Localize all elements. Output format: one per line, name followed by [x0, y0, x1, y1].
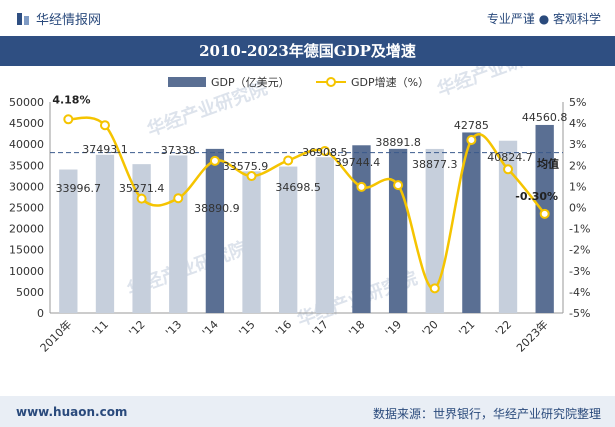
- right-tick-label: -2%: [569, 244, 590, 257]
- left-tick-label: 35000: [9, 159, 44, 172]
- x-tick-label: '18: [346, 318, 367, 339]
- x-tick-label: '21: [456, 318, 477, 339]
- bar-value-label: 33996.7: [56, 182, 102, 195]
- left-tick-label: 10000: [9, 265, 44, 278]
- x-tick-label: 2010年: [37, 317, 74, 354]
- x-tick-label: '20: [420, 318, 441, 339]
- growth-point: [503, 164, 514, 175]
- bar: [535, 124, 554, 313]
- growth-point: [539, 208, 550, 219]
- brand[interactable]: 华经情报网: [16, 9, 101, 28]
- growth-point: [63, 114, 74, 125]
- x-tick-label: '22: [493, 318, 514, 339]
- x-tick-label: '11: [90, 318, 111, 339]
- left-tick-label: 0: [37, 307, 44, 320]
- right-tick-label: -1%: [569, 223, 590, 236]
- x-tick-label: 2023年: [513, 317, 550, 354]
- growth-point: [283, 155, 294, 166]
- brand-logo-icon: [17, 12, 29, 25]
- bar-value-label: 38890.9: [194, 202, 240, 215]
- bar-value-label: 37338: [161, 144, 196, 157]
- growth-point: [99, 120, 110, 131]
- right-tick-label: 0%: [569, 202, 586, 215]
- chart-area: 华经产业研究院华经产业研究院华经产业研究院华经产业研究院GDP（亿美元）GDP增…: [9, 66, 590, 355]
- left-tick-label: 40000: [9, 138, 44, 151]
- x-tick-label: '14: [200, 318, 221, 339]
- bar-value-label: 35271.4: [119, 182, 165, 195]
- bar: [388, 148, 408, 313]
- legend-label-growth: GDP增速（%）: [351, 75, 429, 89]
- bar: [352, 145, 371, 313]
- right-tick-label: 4%: [569, 117, 586, 130]
- x-tick-label: '13: [163, 318, 184, 339]
- growth-value-label: 4.18%: [52, 93, 90, 106]
- growth-point: [136, 193, 147, 204]
- bar-value-label: 39744.4: [335, 156, 381, 169]
- growth-point: [356, 181, 367, 192]
- bar-value-label: 44560.8: [522, 111, 568, 124]
- growth-point: [429, 283, 440, 294]
- bar: [169, 155, 188, 313]
- watermark-text: 华经产业研究院: [434, 66, 560, 101]
- bar-value-label: 36908.5: [302, 146, 348, 159]
- tagline: 专业严谨 ● 客观科学: [486, 12, 601, 26]
- bar: [315, 157, 334, 313]
- growth-point: [466, 134, 477, 145]
- top-bar: 华经情报网 专业严谨 ● 客观科学: [0, 0, 615, 36]
- left-tick-label: 5000: [16, 286, 44, 299]
- growth-point: [246, 171, 257, 182]
- brand-name: 华经情报网: [36, 13, 102, 28]
- left-tick-label: 20000: [9, 223, 44, 236]
- left-tick-label: 30000: [9, 180, 44, 193]
- bar-value-label: 40824.7: [487, 151, 533, 164]
- bar: [95, 154, 115, 313]
- growth-value-label: -0.30%: [515, 190, 558, 203]
- bar: [59, 169, 78, 313]
- right-tick-label: -3%: [569, 265, 590, 278]
- right-tick-label: 5%: [569, 96, 586, 109]
- footer-url[interactable]: www.huaon.com: [16, 405, 128, 419]
- bar-value-label: 34698.5: [275, 181, 321, 194]
- left-tick-label: 50000: [9, 96, 44, 109]
- average-label: 均值: [537, 157, 559, 171]
- legend-label-gdp: GDP（亿美元）: [211, 76, 290, 89]
- growth-point: [209, 155, 220, 166]
- growth-point: [173, 193, 184, 204]
- legend-line-marker: [326, 77, 336, 87]
- x-tick-label: '19: [383, 318, 404, 339]
- x-tick-label: '15: [236, 318, 257, 339]
- bar: [205, 148, 225, 313]
- bar: [462, 132, 481, 313]
- growth-point: [319, 145, 330, 156]
- bar-value-label: 33575.9: [223, 160, 269, 173]
- bar-value-label: 38877.3: [412, 158, 458, 171]
- right-tick-label: 2%: [569, 159, 586, 172]
- footer-source: 数据来源：世界银行，华经产业研究院整理: [372, 407, 601, 421]
- right-tick-label: 1%: [569, 180, 586, 193]
- title-bar: 2010-2023年德国GDP及增速: [0, 36, 615, 66]
- bar: [425, 148, 444, 313]
- bar-value-label: 42785: [454, 119, 489, 132]
- bar-value-label: 37493.1: [82, 143, 128, 156]
- footer: www.huaon.com 数据来源：世界银行，华经产业研究院整理: [0, 396, 615, 427]
- right-tick-label: -4%: [569, 286, 590, 299]
- chart-title: 2010-2023年德国GDP及增速: [199, 42, 416, 60]
- right-tick-label: 3%: [569, 138, 586, 151]
- left-tick-label: 25000: [9, 202, 44, 215]
- bar: [279, 166, 298, 313]
- bar: [242, 171, 261, 313]
- left-tick-label: 15000: [9, 244, 44, 257]
- bar-value-label: 38891.8: [375, 136, 421, 149]
- bar: [498, 140, 518, 313]
- x-tick-label: '16: [273, 318, 294, 339]
- right-tick-label: -5%: [569, 307, 590, 320]
- legend-bar-swatch: [168, 77, 206, 87]
- left-tick-label: 45000: [9, 117, 44, 130]
- x-tick-label: '12: [126, 318, 147, 339]
- growth-point: [393, 180, 404, 191]
